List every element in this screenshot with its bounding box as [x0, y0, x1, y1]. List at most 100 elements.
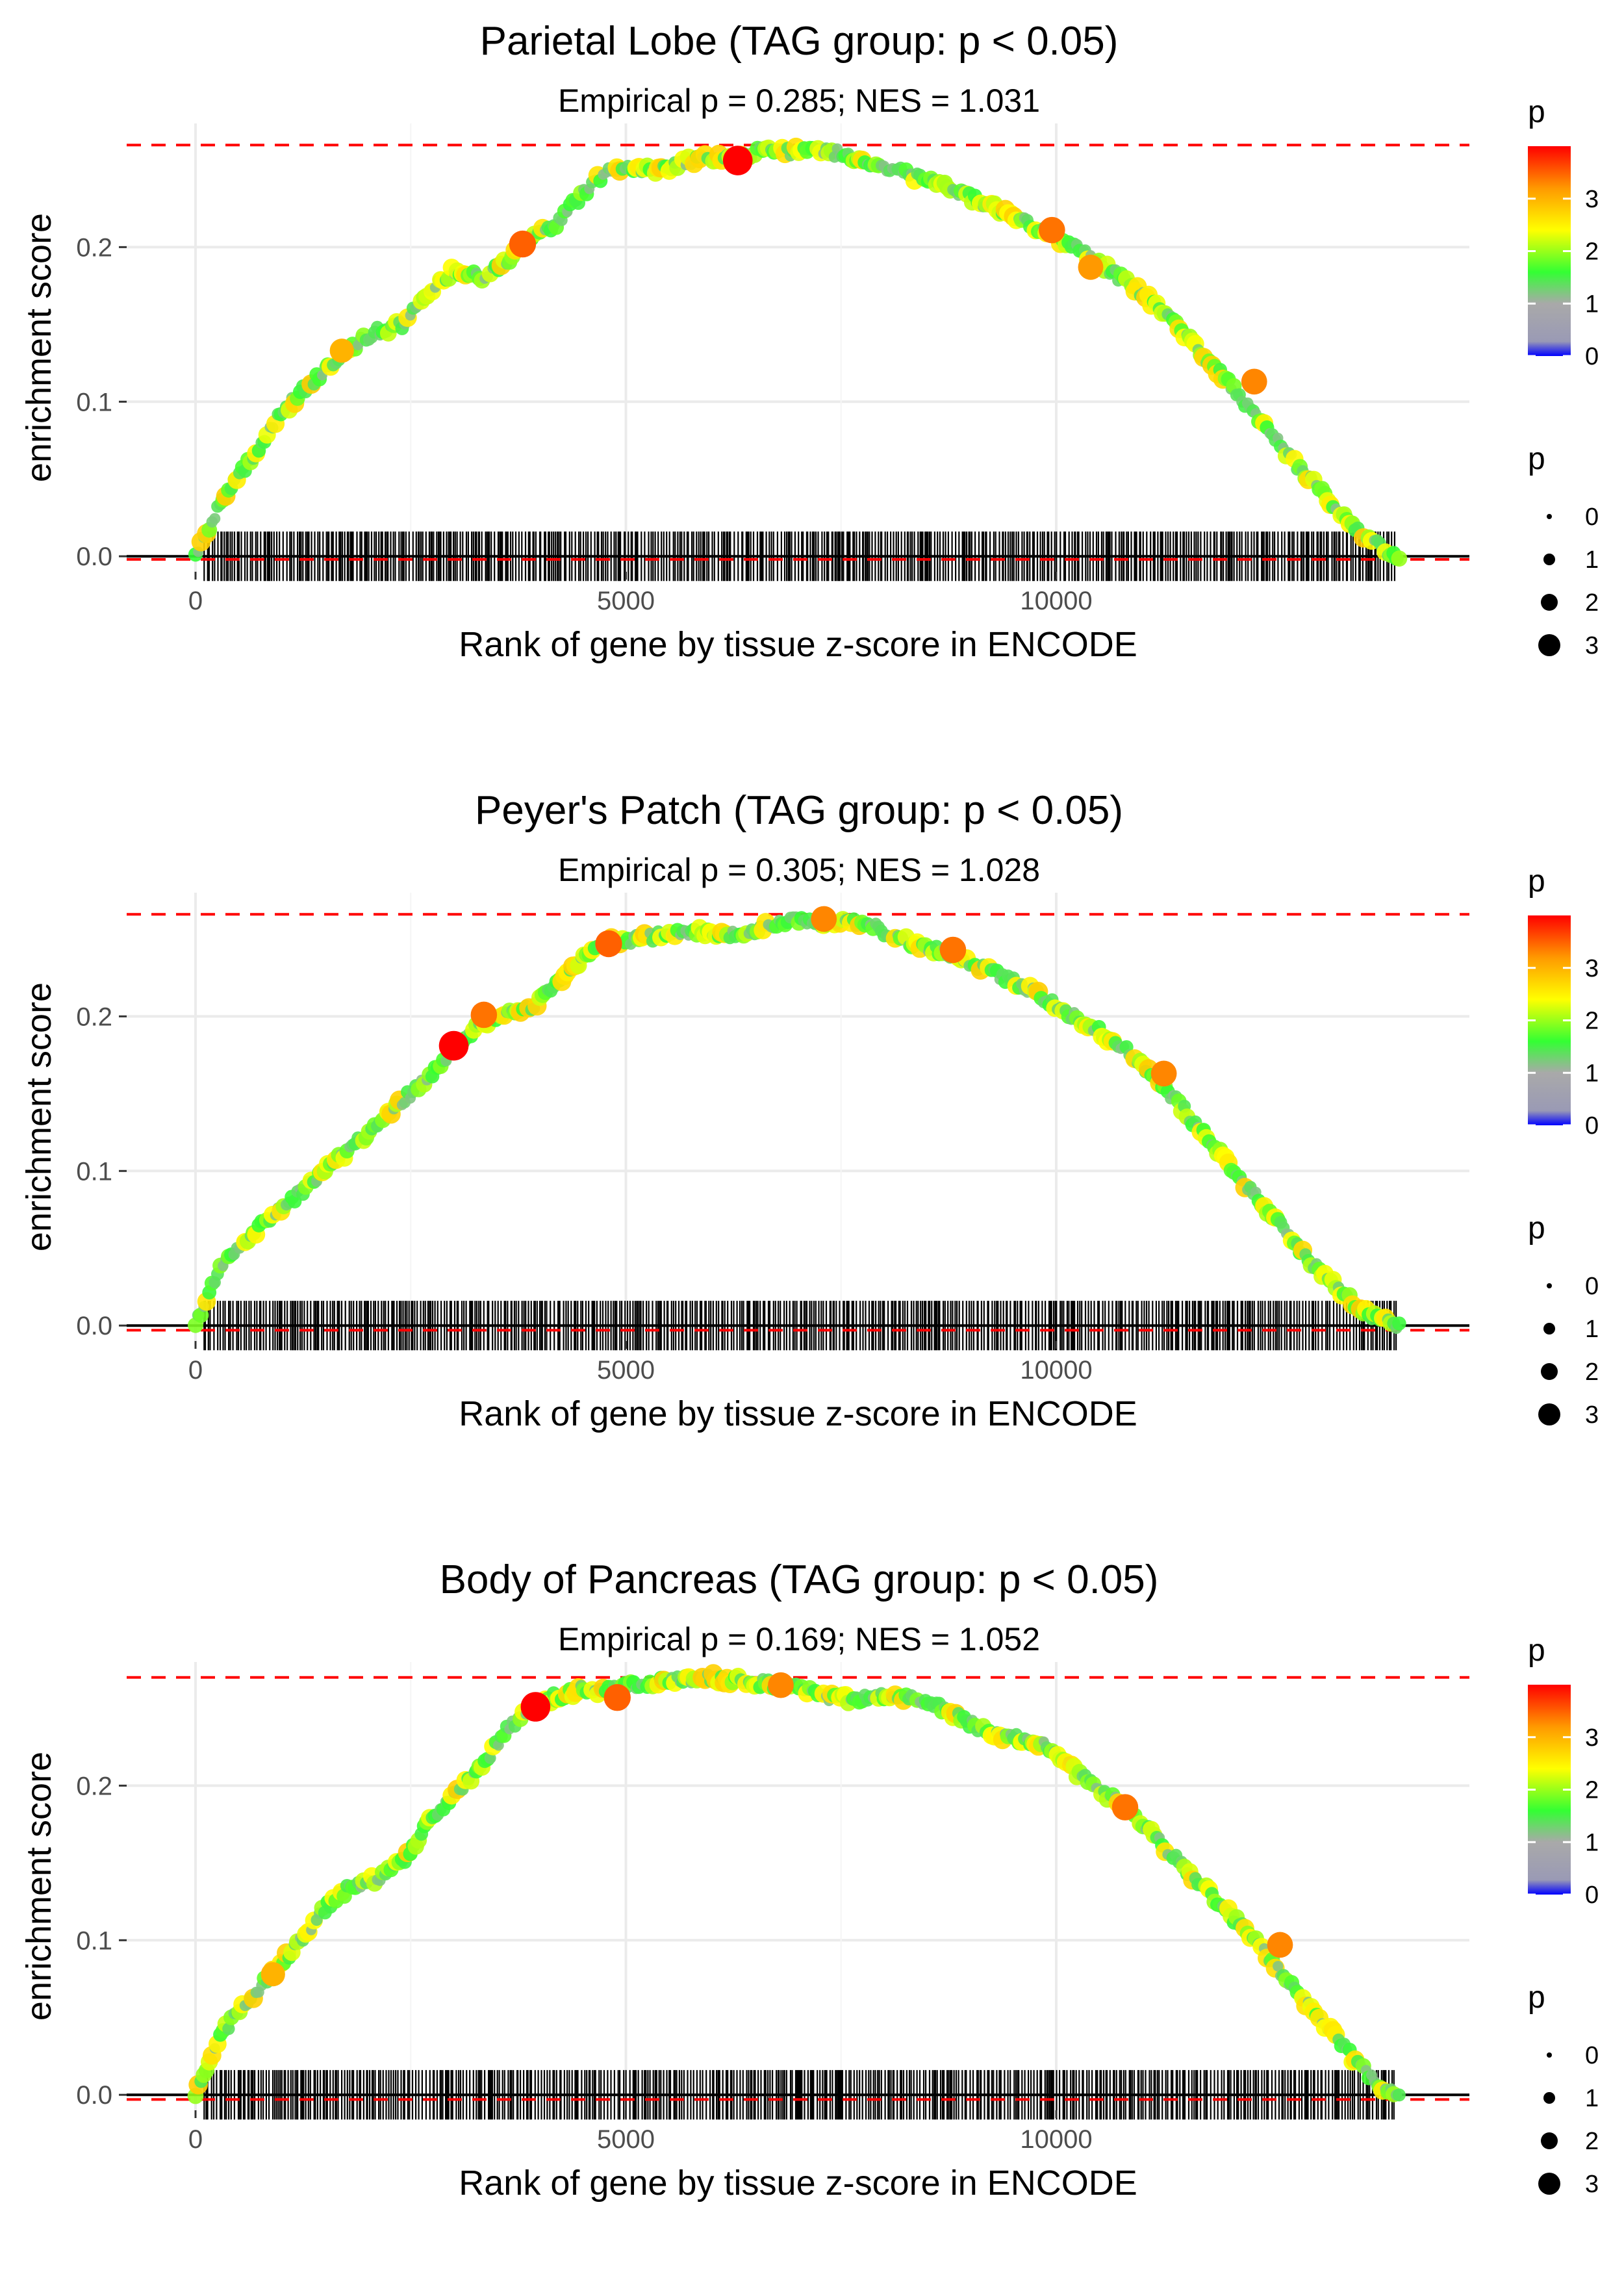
size-legend-key: [1543, 554, 1555, 565]
size-legend-label: 2: [1585, 2128, 1599, 2155]
color-legend-label: 2: [1585, 1008, 1599, 1035]
y-axis: 0.0 0.1 0.2 enrichment score: [19, 1752, 127, 2110]
x-axis-title: Rank of gene by tissue z-score in ENCODE: [459, 1394, 1137, 1433]
chart-subtitle: Empirical p = 0.305; NES = 1.028: [558, 852, 1040, 888]
es-highlight-point: [470, 1001, 498, 1028]
size-legend-label: 2: [1585, 1359, 1599, 1386]
chart-title: Body of Pancreas (TAG group: p < 0.05): [440, 1557, 1159, 1602]
size-legend-key: [1547, 514, 1552, 519]
color-legend-label: 0: [1585, 1112, 1599, 1140]
es-highlight-point: [520, 1692, 551, 1722]
y-tick-label: 0.1: [76, 1157, 112, 1186]
es-point: [1391, 550, 1408, 567]
size-legend-label: 1: [1585, 546, 1599, 574]
enrichment-curve: [188, 137, 1408, 567]
size-legend-key: [1541, 2132, 1558, 2149]
size-legend-label: 3: [1585, 1401, 1599, 1429]
size-legend-title: p: [1528, 1211, 1545, 1246]
y-axis: 0.0 0.1 0.2 enrichment score: [19, 982, 127, 1340]
color-legend: p 3 2 1 0: [1528, 95, 1599, 370]
x-axis: 0 5000 10000 Rank of gene by tissue z-score…: [188, 572, 1137, 664]
color-legend: p 3 2 1 0: [1528, 1633, 1599, 1909]
y-axis-title: enrichment score: [19, 982, 58, 1251]
size-legend-key: [1543, 1323, 1555, 1335]
size-legend-label: 3: [1585, 2171, 1599, 2198]
x-tick-label: 0: [188, 587, 203, 615]
color-legend-label: 3: [1585, 955, 1599, 982]
size-legend-key: [1538, 634, 1560, 656]
color-legend-label: 1: [1585, 290, 1599, 318]
size-legend-label: 2: [1585, 589, 1599, 617]
chart-subtitle: Empirical p = 0.285; NES = 1.031: [558, 83, 1040, 119]
es-highlight-point: [722, 146, 753, 175]
y-tick-label: 0.2: [76, 1003, 112, 1031]
chart-subtitle: Empirical p = 0.169; NES = 1.052: [558, 1621, 1040, 1657]
size-legend-label: 0: [1585, 1273, 1599, 1300]
x-axis-title: Rank of gene by tissue z-score in ENCODE: [459, 625, 1137, 664]
es-highlight-point: [438, 1030, 469, 1061]
y-axis: 0.0 0.1 0.2 enrichment score: [19, 213, 127, 571]
x-axis: 0 5000 10000 Rank of gene by tissue z-score…: [188, 1341, 1137, 1433]
es-highlight-point: [329, 339, 354, 363]
y-axis-title: enrichment score: [19, 1752, 58, 2021]
chart-panel-1: Parietal Lobe (TAG group: p < 0.05) Empir…: [19, 19, 1599, 664]
size-legend-key: [1538, 2173, 1560, 2195]
size-legend-key: [1541, 594, 1558, 611]
es-highlight-point: [1150, 1060, 1177, 1087]
color-legend-label: 0: [1585, 1882, 1599, 1909]
es-highlight-point: [768, 1672, 794, 1698]
size-legend-title: p: [1528, 1980, 1545, 2015]
size-legend-key: [1538, 1403, 1560, 1425]
es-point: [1392, 1316, 1406, 1331]
size-legend: p 0 1 2 3: [1528, 442, 1599, 659]
x-tick-label: 5000: [597, 2125, 655, 2154]
x-tick-label: 0: [188, 1356, 203, 1385]
es-point: [209, 513, 221, 524]
es-point: [1392, 2088, 1406, 2102]
es-highlight-point: [1039, 216, 1065, 244]
color-legend-title: p: [1528, 864, 1545, 899]
color-legend-label: 0: [1585, 343, 1599, 370]
es-highlight-point: [1078, 254, 1104, 280]
size-legend-key: [1543, 2092, 1555, 2104]
es-point: [1273, 1961, 1284, 1972]
color-legend-label: 1: [1585, 1060, 1599, 1087]
y-tick-label: 0.0: [76, 543, 112, 571]
color-legend-label: 3: [1585, 1724, 1599, 1752]
y-axis-title: enrichment score: [19, 213, 58, 482]
es-highlight-point: [1267, 1932, 1293, 1958]
enrichment-curve: [187, 1664, 1406, 2104]
chart-title: Peyer's Patch (TAG group: p < 0.05): [475, 788, 1123, 833]
x-tick-label: 10000: [1020, 1356, 1092, 1385]
y-tick-label: 0.2: [76, 233, 112, 262]
color-legend: p 3 2 1 0: [1528, 864, 1599, 1140]
chart-panel-3: Body of Pancreas (TAG group: p < 0.05) Em…: [19, 1557, 1599, 2203]
es-highlight-point: [260, 1962, 285, 1987]
size-legend-key: [1541, 1363, 1558, 1380]
size-legend: p 0 1 2 3: [1528, 1980, 1599, 2198]
x-tick-label: 10000: [1020, 2125, 1092, 2154]
size-legend-key: [1547, 1283, 1552, 1288]
x-tick-label: 5000: [597, 587, 655, 615]
chart-panel-2: Peyer's Patch (TAG group: p < 0.05) Empir…: [19, 788, 1599, 1433]
size-legend-title: p: [1528, 442, 1545, 476]
es-highlight-point: [1111, 1794, 1139, 1820]
x-tick-label: 5000: [597, 1356, 655, 1385]
y-tick-label: 0.0: [76, 1312, 112, 1340]
size-legend-label: 0: [1585, 2042, 1599, 2069]
chart-title: Parietal Lobe (TAG group: p < 0.05): [480, 19, 1119, 64]
size-legend-label: 1: [1585, 1316, 1599, 1343]
x-tick-label: 0: [188, 2125, 203, 2154]
color-legend-title: p: [1528, 95, 1545, 129]
y-tick-label: 0.1: [76, 388, 112, 416]
x-axis-title: Rank of gene by tissue z-score in ENCODE: [459, 2164, 1137, 2203]
color-legend-label: 1: [1585, 1829, 1599, 1856]
size-legend-label: 0: [1585, 504, 1599, 531]
x-axis: 0 5000 10000 Rank of gene by tissue z-score…: [188, 2110, 1137, 2203]
size-legend-label: 1: [1585, 2085, 1599, 2112]
color-legend-title: p: [1528, 1633, 1545, 1668]
color-legend-label: 2: [1585, 238, 1599, 266]
es-highlight-point: [595, 930, 622, 958]
